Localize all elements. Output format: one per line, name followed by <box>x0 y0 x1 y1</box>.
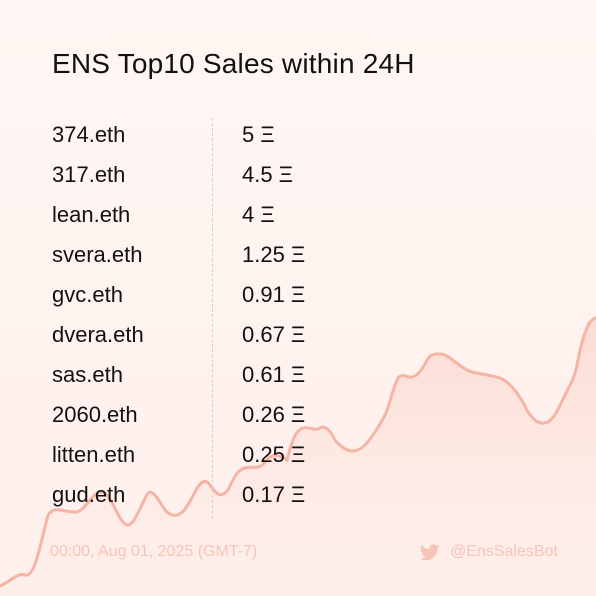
list-item: sas.eth 0.61 Ξ <box>52 358 552 398</box>
domain-name: gud.eth <box>52 482 126 507</box>
sale-price: 5 Ξ <box>242 122 275 147</box>
sale-price: 0.26 Ξ <box>242 402 306 427</box>
column-divider <box>212 118 213 518</box>
sales-list: 374.eth 5 Ξ 317.eth 4.5 Ξ lean.eth 4 Ξ s… <box>52 118 552 518</box>
domain-name: svera.eth <box>52 242 143 267</box>
domain-name: sas.eth <box>52 362 123 387</box>
domain-name: lean.eth <box>52 202 131 227</box>
list-item: svera.eth 1.25 Ξ <box>52 238 552 278</box>
sale-price: 4 Ξ <box>242 202 275 227</box>
list-item: gvc.eth 0.91 Ξ <box>52 278 552 318</box>
domain-name: 374.eth <box>52 122 126 147</box>
list-item: 2060.eth 0.26 Ξ <box>52 398 552 438</box>
sale-price: 0.17 Ξ <box>242 482 306 507</box>
sale-price: 0.67 Ξ <box>242 322 306 347</box>
sale-price: 4.5 Ξ <box>242 162 293 187</box>
bot-handle[interactable]: @EnsSalesBot <box>420 543 558 561</box>
domain-name: litten.eth <box>52 442 136 467</box>
sale-price: 1.25 Ξ <box>242 242 306 267</box>
list-item: lean.eth 4 Ξ <box>52 198 552 238</box>
list-item: litten.eth 0.25 Ξ <box>52 438 552 478</box>
sale-price: 0.61 Ξ <box>242 362 306 387</box>
trend-line <box>0 316 596 588</box>
page-title: ENS Top10 Sales within 24H <box>52 48 415 79</box>
sale-price: 0.25 Ξ <box>242 442 306 467</box>
list-item: gud.eth 0.17 Ξ <box>52 478 552 518</box>
sale-price: 0.91 Ξ <box>242 282 306 307</box>
twitter-bird-icon <box>420 543 440 560</box>
trend-area <box>0 318 596 596</box>
list-item: 374.eth 5 Ξ <box>52 118 552 158</box>
timestamp: 00:00, Aug 01, 2025 (GMT-7) <box>50 543 258 560</box>
domain-name: dvera.eth <box>52 322 144 347</box>
handle-text[interactable]: @EnsSalesBot <box>450 543 558 560</box>
list-item: dvera.eth 0.67 Ξ <box>52 318 552 358</box>
domain-name: 317.eth <box>52 162 126 187</box>
domain-name: 2060.eth <box>52 402 138 427</box>
domain-name: gvc.eth <box>52 282 123 307</box>
list-item: 317.eth 4.5 Ξ <box>52 158 552 198</box>
